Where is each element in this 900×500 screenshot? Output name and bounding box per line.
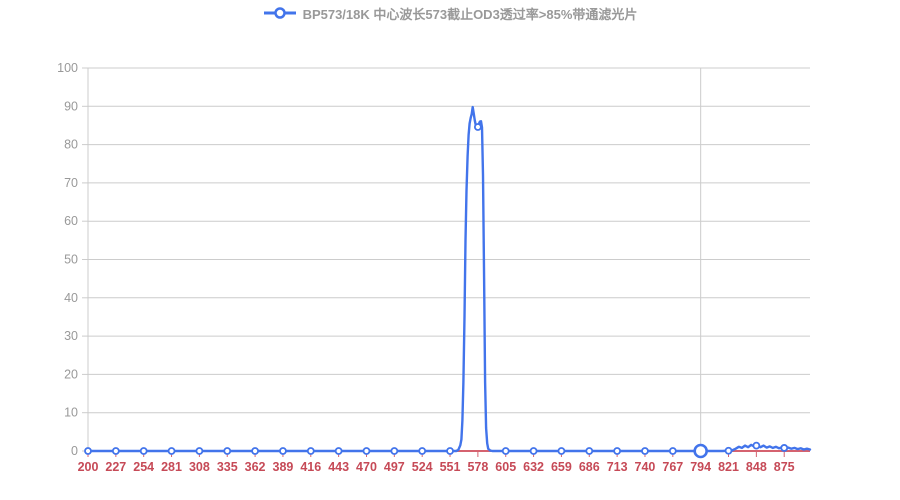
highlighted-data-point [693,443,708,459]
x-axis-label: 686 [579,460,600,474]
data-point-marker [557,447,566,455]
data-point-marker [195,447,204,455]
series-line [86,105,812,453]
data-point-marker [780,444,789,452]
y-axis-label: 0 [71,444,78,458]
legend-item[interactable]: BP573/18K 中心波长573截止OD3透过率>85%带通滤光片 [0,3,900,23]
y-axis-label: 60 [64,214,78,228]
legend-label: BP573/18K 中心波长573截止OD3透过率>85%带通滤光片 [302,6,638,22]
y-axis-label: 10 [64,406,78,420]
y-axis-label: 40 [64,291,78,305]
data-point-marker [613,447,622,455]
data-point-marker [473,123,482,131]
x-axis-label: 362 [245,460,266,474]
x-axis-label: 281 [161,460,182,474]
x-axis-label: 524 [412,460,433,474]
x-axis-label: 821 [718,460,739,474]
data-point-marker [139,447,148,455]
data-point-marker [223,447,232,455]
x-axis-label: 308 [189,460,210,474]
x-axis-label: 632 [523,460,544,474]
y-axis-label: 50 [64,253,78,267]
x-axis-label: 767 [662,460,683,474]
data-point-marker [446,447,454,455]
data-point-marker [84,447,92,455]
x-axis-label: 470 [356,460,377,474]
data-point-marker [306,447,315,455]
data-point-marker [668,447,677,455]
x-axis-label: 605 [495,460,516,474]
y-axis-label: 70 [64,176,78,190]
data-point-marker [641,447,649,455]
data-point-marker [585,447,594,455]
x-axis-label: 713 [607,460,628,474]
x-axis-label: 335 [217,460,238,474]
x-axis-label: 740 [635,460,656,474]
x-axis-label: 497 [384,460,405,474]
data-point-marker [251,447,259,455]
x-axis-label: 551 [440,460,461,474]
line-marker-icon [263,6,297,20]
x-axis-label: 200 [78,460,99,474]
x-axis-label: 227 [105,460,126,474]
x-axis-label: 254 [133,460,154,474]
data-point-marker [501,447,510,455]
data-point-marker [724,446,733,455]
y-axis-label: 100 [57,61,78,75]
y-axis-label: 20 [64,367,78,381]
x-axis-label: 416 [300,460,321,474]
data-point-marker [334,447,343,455]
x-axis-label: 848 [746,460,767,474]
x-axis-label: 794 [690,460,711,474]
x-axis-label: 875 [774,460,795,474]
data-point-marker [111,447,120,455]
data-point-marker [167,447,176,455]
x-axis-label: 443 [328,460,349,474]
x-axis-label: 578 [467,460,488,474]
y-axis-label: 30 [64,329,78,343]
data-point-marker [279,447,287,455]
data-point-marker [752,441,761,450]
x-axis-label: 659 [551,460,572,474]
data-point-marker [418,447,427,455]
data-point-marker [529,447,538,455]
y-axis-label: 80 [64,138,78,152]
x-axis-label: 389 [273,460,294,474]
data-point-marker [362,447,371,455]
data-point-marker [390,447,399,455]
y-axis-label: 90 [64,99,78,113]
